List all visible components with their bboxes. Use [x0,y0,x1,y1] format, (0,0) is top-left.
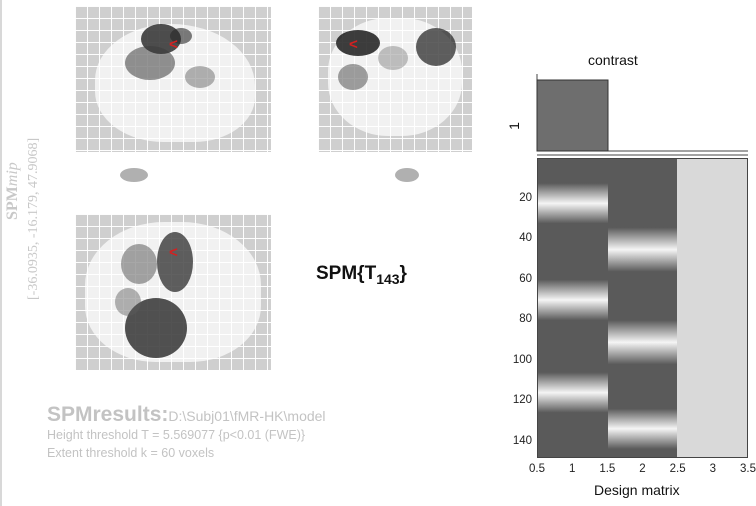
mip-fragment [395,168,419,182]
ytick-label: 120 [512,394,532,407]
xtick-label: 2.5 [669,463,686,475]
contrast-plot[interactable] [536,74,748,156]
results-path: D:\Subj01\fMR-HK\model [168,408,326,424]
ytick-label: 100 [512,353,532,366]
xtick-label: 2 [639,463,646,475]
xtick-label: 1 [568,463,576,475]
spm-mip-label: SPMmip [4,162,21,220]
mip-coordinates: [-36.0935, -16.179, 47.9068] [26,137,41,300]
design-matrix-image[interactable] [537,158,748,458]
height-threshold: Height threshold T = 5.569077 {p<0.01 (F… [47,428,306,442]
contrast-title: contrast [588,52,638,68]
xtick-label: 0.5 [529,463,545,475]
cursor-marker-icon: < [169,244,178,261]
ytick-label: 20 [519,191,532,204]
extent-threshold: Extent threshold k = 60 voxels [47,446,215,460]
cursor-marker-icon: < [349,36,358,53]
xtick-label: 3 [709,463,717,475]
results-title: SPMresults: [47,403,169,426]
window-left-edge [0,0,2,506]
contrast-row-label: 1 [505,122,522,130]
design-matrix-column-2 [607,159,678,457]
mip-axial-view[interactable]: < [75,214,271,370]
mip-fragment [120,168,148,182]
ytick-label: 80 [519,313,532,326]
ytick-label: 140 [512,434,532,447]
design-matrix-column-1 [538,159,608,457]
design-matrix-xlabel: Design matrix [594,482,680,498]
xtick-label: 3.5 [740,463,756,475]
contrast-weight-bar [536,79,609,152]
ytick-label: 60 [519,272,532,285]
mip-sagittal-view[interactable]: < [75,6,271,152]
xtick-label: 1.5 [599,463,616,475]
spm-statistic-label: SPM{T143} [316,263,407,287]
ytick-label: 40 [519,232,532,245]
mip-coronal-view[interactable]: < [318,6,472,152]
cursor-marker-icon: < [169,36,178,53]
design-matrix-column-3 [677,159,747,457]
spm-results-header: SPMresults:D:\Subj01\fMR-HK\model [47,403,326,427]
